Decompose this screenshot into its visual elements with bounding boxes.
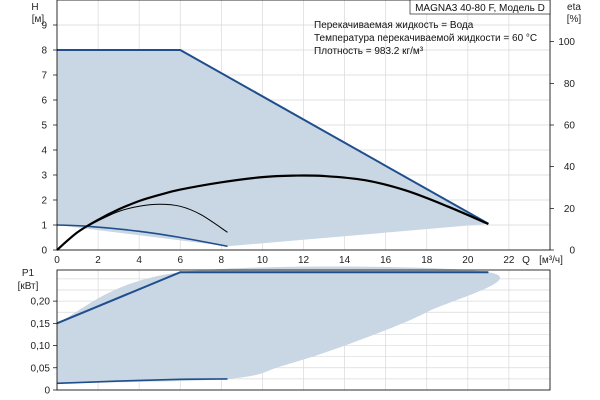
power-tick-label: 0,05 [31,363,51,374]
head-x-ticks: 0 2 4 6 8 10 12 14 16 18 20 22 [54,255,515,266]
flow-tick-label: 8 [219,255,225,266]
head-axis-unit: [м] [32,14,45,25]
eta-tick-label: 100 [558,37,575,48]
flow-axis-unit: [м³/ч] [539,255,563,266]
head-tick-label: 6 [41,96,47,107]
flow-axis-label: Q [522,255,530,266]
head-envelope-area [57,50,489,247]
head-tick-label: 3 [41,171,47,182]
eta-tick-label: 0 [569,246,575,257]
chart-title: MAGNA3 40-80 F, Модель D [415,3,545,14]
head-tick-label: 7 [41,71,47,82]
power-envelope [57,266,501,384]
flow-tick-label: 20 [462,255,474,266]
power-tick-label: 0,15 [31,319,51,330]
info-line-density: Плотность = 983.2 кг/м³ [314,46,424,57]
flow-tick-label: 6 [177,255,183,266]
head-tick-label: 8 [41,46,47,57]
head-envelope [57,50,489,247]
flow-tick-label: 18 [421,255,433,266]
head-tick-label: 9 [41,21,47,32]
info-line-fluid: Перекачиваемая жидкость = Вода [314,20,474,31]
eta-axis-unit: [%] [567,14,582,25]
flow-tick-label: 2 [95,255,101,266]
head-tick-label: 5 [41,121,47,132]
head-y-ticks: 0 1 2 3 4 5 6 7 8 9 [41,21,57,257]
eta-tick-label: 60 [564,121,576,132]
flow-tick-label: 16 [380,255,392,266]
eta-tick-label: 20 [564,204,576,215]
title-box [409,0,551,15]
eta-tick-label: 40 [564,162,576,173]
flow-tick-label: 10 [257,255,269,266]
power-tick-label: 0,10 [31,341,51,352]
power-tick-label: 0,20 [31,297,51,308]
head-max-curve [57,49,489,225]
head-axis-label: H [31,2,38,13]
flow-tick-label: 22 [503,255,515,266]
power-min-curve [56,378,228,385]
head-tick-label: 0 [41,246,47,257]
power-axis-label: P1 [22,268,35,279]
power-plot-frame [56,269,551,391]
power-envelope-area [57,266,501,384]
flow-tick-label: 14 [339,255,351,266]
head-min-curve [56,224,228,248]
eta-min-curve [56,203,228,251]
eta-max-curve [56,174,489,251]
flow-tick-label: 0 [54,255,60,266]
flow-tick-label: 4 [136,255,142,266]
power-curves [56,271,489,385]
head-curves [56,49,489,251]
power-axis-unit: [кВт] [18,281,39,292]
flow-tick-label: 12 [298,255,310,266]
head-tick-label: 2 [41,196,47,207]
head-tick-label: 1 [41,221,47,232]
head-tick-label: 4 [41,146,47,157]
info-line-temperature: Температура перекачиваемой жидкости = 60… [314,33,537,44]
eta-axis-label: eta [567,2,581,13]
power-tick-label: 0 [44,386,50,397]
eta-tick-label: 80 [564,79,576,90]
head-plot-frame [56,0,551,251]
power-max-curve [56,271,489,325]
eta-y-ticks: 0 20 40 60 80 100 [550,37,576,257]
power-y-ticks: 0 0,05 0,10 0,15 0,20 [31,297,57,397]
